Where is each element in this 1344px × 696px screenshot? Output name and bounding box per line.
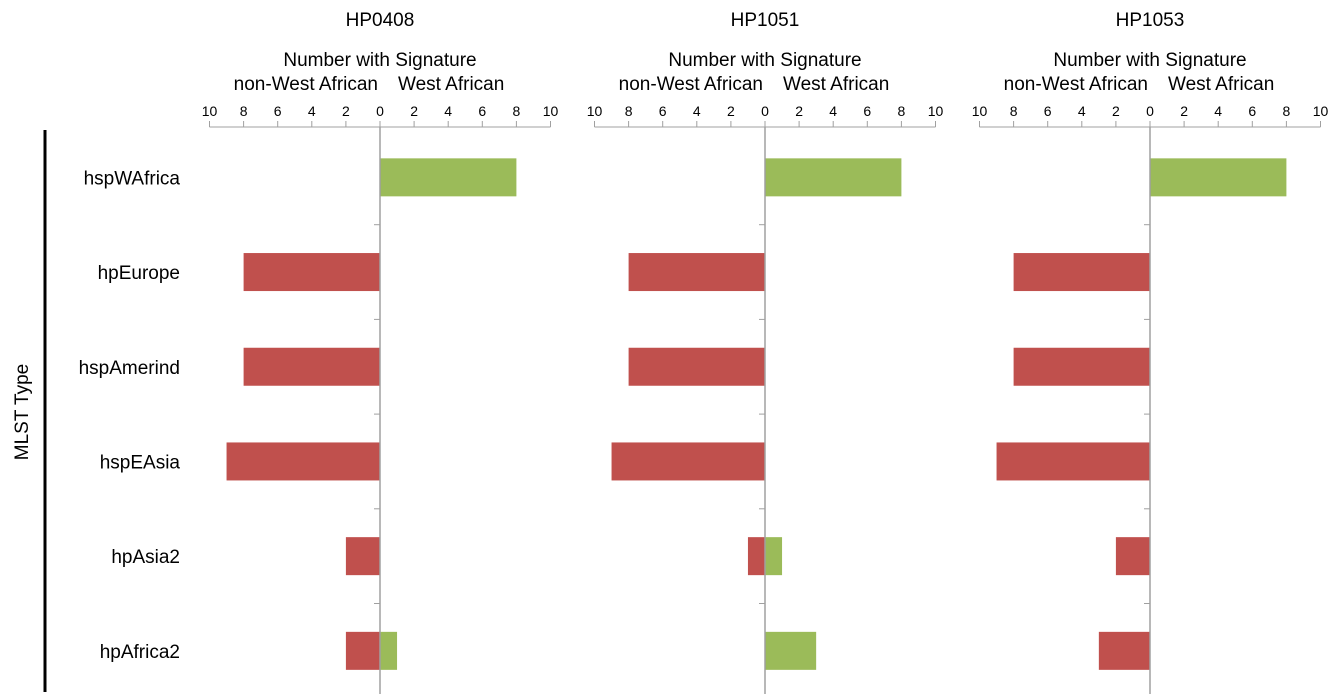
bar-non-west-african-hspAmerind: [628, 347, 765, 386]
x-tick-label: 4: [308, 103, 316, 119]
x-tick-label: 8: [1010, 103, 1018, 119]
x-axis-right-label: West African: [398, 74, 504, 95]
x-axis-right-label: West African: [783, 74, 889, 95]
x-tick-label: 2: [727, 103, 735, 119]
category-label-hpEurope: hpEurope: [98, 263, 180, 284]
x-tick-label: 4: [444, 103, 452, 119]
bar-non-west-african-hpAfrica2: [1098, 631, 1150, 670]
chart-panel-HP1053: HP1053 Number with Signature non-West Afri…: [972, 10, 1329, 694]
bar-west-african-hpAfrica2: [765, 631, 817, 670]
x-tick-label: 0: [376, 103, 384, 119]
x-tick-label: 2: [410, 103, 418, 119]
x-tick-label: 10: [928, 103, 944, 119]
x-axis-title: Number with Signature: [1053, 50, 1246, 71]
bar-non-west-african-hpEurope: [1013, 253, 1150, 292]
bar-non-west-african-hpAsia2: [747, 537, 765, 576]
chart-panels: HP0408 Number with Signature non-West Afri…: [202, 10, 1329, 694]
x-tick-label: 6: [478, 103, 486, 119]
bar-west-african-hpAfrica2: [380, 631, 398, 670]
x-axis-title: Number with Signature: [668, 50, 861, 71]
x-tick-label: 10: [543, 103, 559, 119]
bar-west-african-hspWAfrica: [1150, 158, 1287, 197]
bar-west-african-hspWAfrica: [765, 158, 902, 197]
x-tick-label: 8: [1283, 103, 1291, 119]
bar-non-west-african-hpAsia2: [1115, 537, 1150, 576]
bar-west-african-hpAsia2: [765, 537, 783, 576]
x-axis-title: Number with Signature: [283, 50, 476, 71]
x-tick-label: 10: [587, 103, 603, 119]
category-label-hpAfrica2: hpAfrica2: [100, 642, 180, 663]
x-tick-label: 0: [1146, 103, 1154, 119]
x-tick-label: 2: [342, 103, 350, 119]
x-tick-label: 8: [240, 103, 248, 119]
bar-west-african-hspWAfrica: [380, 158, 517, 197]
bar-non-west-african-hpAsia2: [345, 537, 380, 576]
chart-title: HP0408: [346, 10, 415, 31]
bar-non-west-african-hspAmerind: [1013, 347, 1150, 386]
x-axis-left-label: non-West African: [1004, 74, 1148, 95]
x-tick-label: 2: [795, 103, 803, 119]
x-tick-label: 8: [625, 103, 633, 119]
x-axis-right-label: West African: [1168, 74, 1274, 95]
category-label-hspEAsia: hspEAsia: [100, 452, 181, 473]
x-tick-label: 8: [513, 103, 521, 119]
x-tick-label: 4: [1214, 103, 1222, 119]
x-tick-label: 10: [202, 103, 218, 119]
bar-non-west-african-hpAfrica2: [345, 631, 380, 670]
x-tick-label: 4: [1078, 103, 1086, 119]
chart-title: HP1053: [1116, 10, 1185, 31]
chart-title: HP1051: [731, 10, 800, 31]
x-tick-label: 6: [659, 103, 667, 119]
chart-panel-HP0408: HP0408 Number with Signature non-West Afri…: [202, 10, 559, 694]
y-axis-title: MLST Type: [12, 364, 33, 460]
x-tick-label: 8: [898, 103, 906, 119]
bar-non-west-african-hpEurope: [243, 253, 380, 292]
bar-non-west-african-hspEAsia: [226, 442, 380, 481]
x-tick-label: 6: [1248, 103, 1256, 119]
bar-non-west-african-hspEAsia: [611, 442, 765, 481]
category-label-hspWAfrica: hspWAfrica: [84, 168, 181, 189]
x-tick-label: 0: [761, 103, 769, 119]
x-tick-label: 6: [863, 103, 871, 119]
x-tick-label: 4: [693, 103, 701, 119]
bar-non-west-african-hspEAsia: [996, 442, 1150, 481]
category-labels: hspWAfrica hpEurope hspAmerind hspEAsia hpAs…: [79, 168, 181, 662]
y-axis-area: MLST Type: [12, 130, 47, 692]
x-tick-label: 6: [274, 103, 282, 119]
bar-non-west-african-hpEurope: [628, 253, 765, 292]
x-tick-label: 10: [972, 103, 988, 119]
chart-panel-HP1051: HP1051 Number with Signature non-West Afri…: [587, 10, 944, 694]
x-tick-label: 10: [1313, 103, 1329, 119]
x-tick-label: 2: [1112, 103, 1120, 119]
category-label-hpAsia2: hpAsia2: [111, 547, 180, 568]
x-tick-label: 6: [1044, 103, 1052, 119]
x-axis-left-label: non-West African: [619, 74, 763, 95]
bar-non-west-african-hspAmerind: [243, 347, 380, 386]
x-axis-left-label: non-West African: [234, 74, 378, 95]
category-label-hspAmerind: hspAmerind: [79, 358, 180, 379]
x-tick-label: 2: [1180, 103, 1188, 119]
x-tick-label: 4: [829, 103, 837, 119]
